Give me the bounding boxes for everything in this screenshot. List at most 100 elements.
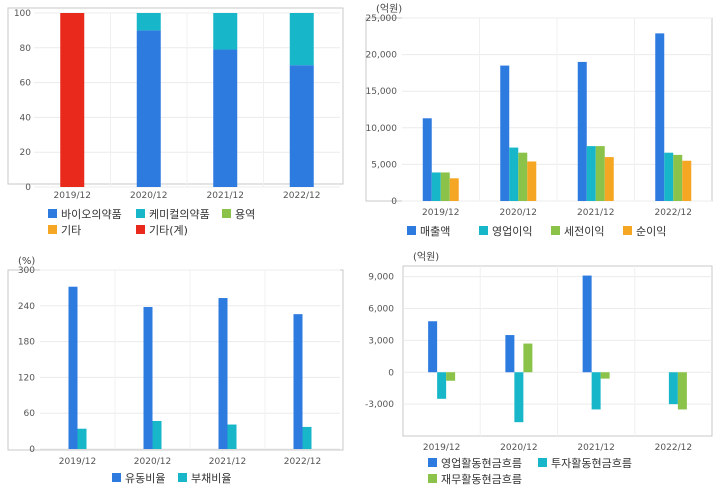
y-tick-label: 3,000 — [368, 336, 394, 346]
y-tick-label: 6,000 — [368, 305, 394, 315]
legend-swatch — [407, 226, 416, 235]
legend-swatch — [136, 225, 145, 234]
bar-2-0 — [440, 172, 450, 201]
legend-item: 매출액 — [420, 225, 450, 238]
plot-frame — [7, 269, 344, 451]
bar-1-0 — [431, 172, 441, 201]
legend-item: 유동비율 — [125, 472, 165, 485]
x-tick-label: 2020/12 — [500, 443, 537, 453]
x-tick-label: 2022/12 — [655, 208, 692, 218]
legend-item: 투자활동현금흐름 — [551, 456, 632, 470]
unit-label: (억원) — [376, 3, 402, 15]
y-tick-label: 60 — [24, 409, 36, 419]
bar-1-1 — [136, 13, 161, 31]
y-tick-label: 0 — [29, 445, 35, 455]
y-tick-label: 40 — [20, 113, 32, 123]
y-tick-label: 0 — [388, 368, 394, 378]
legend-swatch — [479, 226, 488, 235]
bar-0-1 — [500, 65, 510, 201]
bar-2-1 — [518, 152, 528, 201]
bar-4-0 — [60, 13, 85, 187]
y-tick-label: 300 — [18, 266, 35, 276]
legend-swatch — [428, 458, 437, 467]
bar-1-1 — [152, 420, 162, 449]
bar-1-1 — [514, 372, 524, 423]
y-tick-label: -3,000 — [365, 400, 394, 410]
bar-0-2 — [577, 61, 587, 201]
bar-0-3 — [293, 314, 303, 449]
y-tick-label: 15,000 — [366, 87, 398, 97]
y-tick-label: 10,000 — [366, 124, 398, 134]
bar-1-3 — [302, 426, 312, 449]
legend-item: 용역 — [235, 208, 255, 221]
bar-0-0 — [428, 321, 438, 373]
y-tick-label: 240 — [18, 302, 35, 312]
bar-0-1 — [505, 335, 515, 373]
bar-1-2 — [227, 424, 237, 449]
legend-item: 부채비율 — [191, 472, 231, 485]
bar-1-3 — [668, 372, 678, 405]
bar-2-1 — [523, 343, 533, 373]
bar-0-3 — [289, 65, 314, 187]
x-tick-label: 2021/12 — [207, 191, 244, 201]
bar-3-1 — [527, 161, 537, 201]
x-tick-label: 2019/12 — [423, 443, 460, 453]
bar-0-2 — [582, 275, 592, 373]
bar-1-2 — [213, 13, 238, 50]
bar-0-3 — [655, 33, 665, 201]
bar-3-0 — [449, 178, 459, 201]
legend-swatch — [48, 225, 57, 234]
legend-swatch — [48, 209, 57, 218]
bar-0-1 — [136, 30, 161, 188]
legend-item: 바이오의약품 — [61, 207, 122, 221]
bar-0-0 — [68, 286, 78, 449]
legend-item: 기타 — [61, 224, 81, 237]
legend: 매출액 영업이익 세전이익 순이익 — [407, 225, 666, 238]
y-tick-label: 60 — [20, 79, 32, 89]
x-tick-label: 2019/12 — [422, 208, 459, 218]
legend-swatch — [222, 209, 231, 218]
legend-swatch — [136, 209, 145, 218]
bar-2-2 — [595, 146, 605, 201]
y-tick-label: 0 — [391, 197, 397, 207]
bar-0-2 — [213, 49, 238, 187]
y-tick-label: 80 — [20, 44, 32, 54]
unit-label: (억원) — [413, 251, 439, 263]
y-tick-label: 100 — [14, 9, 31, 19]
product-mix-chart: 0 20 40 60 80 100 2019/12 2020/12 2021/12 2022/12… — [7, 7, 344, 237]
legend-item: 순이익 — [636, 225, 666, 238]
x-tick-label: 2021/12 — [577, 443, 614, 453]
unit-label: (%) — [18, 256, 35, 267]
bar-2-3 — [677, 372, 687, 410]
bar-2-2 — [600, 372, 610, 379]
bar-1-3 — [289, 13, 314, 66]
x-tick-label: 2022/12 — [283, 191, 320, 201]
y-tick-label: 25,000 — [366, 14, 398, 24]
y-tick-label: 9,000 — [368, 273, 394, 283]
bar-2-0 — [446, 372, 456, 381]
y-tick-label: 5,000 — [371, 160, 397, 170]
x-tick-label: 2020/12 — [134, 457, 171, 467]
legend-swatch — [551, 226, 560, 235]
bar-3-3 — [682, 160, 692, 201]
y-tick-label: 20 — [20, 148, 32, 158]
y-tick-label: 120 — [18, 373, 35, 383]
plot-frame — [7, 7, 344, 185]
bar-0-1 — [143, 306, 153, 449]
legend-item: 케미컬의약품 — [149, 207, 210, 221]
x-tick-label: 2020/12 — [130, 191, 167, 201]
bar-2-3 — [673, 154, 683, 201]
bar-1-0 — [77, 428, 87, 449]
legend-item: 영업이익 — [492, 225, 532, 238]
bar-0-0 — [422, 118, 432, 201]
bar-1-1 — [509, 147, 519, 201]
ratio-chart: 0 60 120 180 240 300(%) 2019/12 2020/12 2021/12 2… — [7, 256, 344, 485]
legend-swatch — [538, 458, 547, 467]
legend-item: 영업활동현금흐름 — [441, 456, 522, 470]
legend-swatch — [178, 473, 187, 482]
legend-item: 기타(계) — [149, 224, 188, 237]
bar-1-0 — [437, 372, 447, 399]
